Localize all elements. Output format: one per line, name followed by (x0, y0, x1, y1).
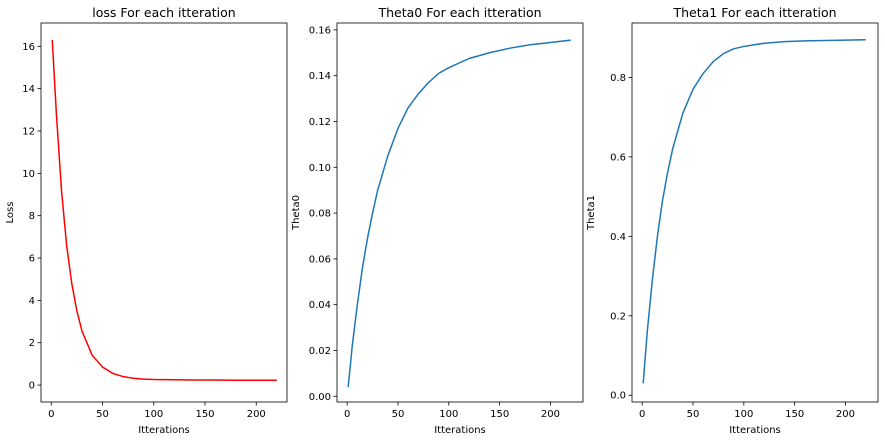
x-tick-label: 0 (48, 409, 54, 420)
y-tick-label: 0.00 (309, 392, 331, 403)
y-tick-label: 0.0 (610, 391, 626, 402)
y-tick-label: 0.8 (610, 73, 626, 84)
x-tick-label: 50 (687, 409, 700, 420)
chart-title: loss For each itteration (92, 5, 235, 20)
x-axis-label: Itterations (729, 425, 781, 436)
x-axis-label: Itterations (138, 425, 190, 436)
plot-frame (631, 22, 879, 403)
x-tick-label: 50 (392, 409, 405, 420)
y-tick-label: 0.10 (309, 163, 331, 174)
chart-1: loss For each itteration 0 50 100 150 200 0 2 4 6… (5, 5, 288, 436)
y-axis-label: Theta1 (586, 195, 597, 231)
x-tick-label: 150 (785, 409, 804, 420)
x-tick-label: 200 (247, 409, 266, 420)
y-tick-label: 0.06 (309, 254, 331, 265)
x-tick-label: 50 (96, 409, 109, 420)
y-axis-label: Theta0 (291, 195, 302, 231)
x-tick-label: 150 (490, 409, 509, 420)
y-tick-label: 0.02 (309, 346, 331, 357)
y-tick-label: 0.4 (610, 232, 626, 243)
x-tick-label: 100 (734, 409, 753, 420)
y-tick-label: 14 (22, 84, 35, 95)
x-tick-label: 100 (144, 409, 163, 420)
chart-3: Theta1 For each itteration 0 50 100 150 200 0.… (586, 5, 879, 436)
x-tick-label: 200 (836, 409, 855, 420)
y-tick-label: 0.6 (610, 152, 626, 163)
y-tick-label: 2 (29, 338, 35, 349)
y-tick-label: 0.04 (309, 300, 331, 311)
y-tick-label: 4 (29, 296, 35, 307)
chart-2: Theta0 For each itteration 0 50 100 150 200 0.… (291, 5, 584, 436)
y-tick-label: 0.16 (309, 25, 331, 36)
y-tick-label: 12 (22, 126, 35, 137)
y-tick-label: 16 (22, 42, 35, 53)
x-tick-label: 200 (541, 409, 560, 420)
y-tick-label: 0.12 (309, 117, 331, 128)
y-tick-label: 6 (29, 254, 35, 265)
series-line (347, 39, 571, 388)
x-tick-label: 150 (195, 409, 214, 420)
series-line (642, 38, 866, 384)
chart-title: Theta1 For each itteration (672, 5, 836, 20)
chart-title: Theta0 For each itteration (377, 5, 541, 20)
plot-frame (336, 22, 584, 403)
x-tick-label: 100 (439, 409, 458, 420)
y-axis-label: Loss (5, 202, 16, 224)
y-tick-label: 0.2 (610, 311, 626, 322)
y-tick-label: 0 (29, 381, 35, 392)
y-tick-label: 8 (29, 211, 35, 222)
y-tick-label: 0.08 (309, 209, 331, 220)
y-tick-label: 10 (22, 169, 35, 180)
plot-frame (40, 22, 288, 403)
y-tick-label: 0.14 (309, 71, 331, 82)
x-tick-label: 0 (639, 409, 645, 420)
x-axis-label: Itterations (434, 425, 486, 436)
series-line (51, 39, 277, 381)
x-tick-label: 0 (344, 409, 350, 420)
